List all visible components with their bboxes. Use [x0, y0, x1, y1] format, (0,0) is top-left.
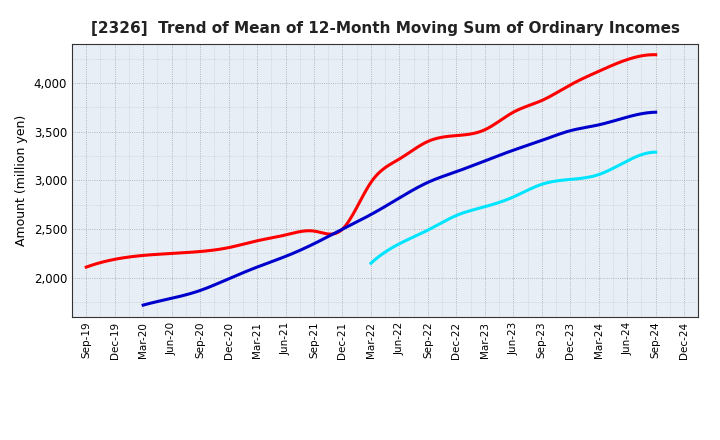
- 5 Years: [139, 302, 148, 308]
- 7 Years: [541, 181, 549, 186]
- Line: 5 Years: 5 Years: [143, 112, 656, 305]
- 3 Years: [649, 52, 658, 57]
- 5 Years: [140, 302, 149, 307]
- 3 Years: [419, 141, 428, 147]
- 7 Years: [625, 158, 634, 163]
- 7 Years: [607, 167, 616, 172]
- 5 Years: [603, 120, 612, 125]
- 3 Years: [652, 52, 660, 57]
- 3 Years: [431, 136, 439, 142]
- 7 Years: [536, 182, 545, 187]
- 5 Years: [442, 172, 451, 178]
- Line: 3 Years: 3 Years: [86, 55, 656, 267]
- 5 Years: [571, 127, 580, 132]
- Title: [2326]  Trend of Mean of 12-Month Moving Sum of Ordinary Incomes: [2326] Trend of Mean of 12-Month Moving …: [91, 21, 680, 36]
- 5 Years: [444, 172, 453, 177]
- 3 Years: [84, 264, 92, 269]
- 5 Years: [652, 110, 660, 115]
- 5 Years: [453, 169, 462, 174]
- Y-axis label: Amount (million yen): Amount (million yen): [15, 115, 28, 246]
- 3 Years: [598, 67, 607, 72]
- Line: 7 Years: 7 Years: [371, 152, 656, 263]
- 7 Years: [366, 260, 375, 266]
- 3 Years: [421, 140, 430, 145]
- 7 Years: [535, 183, 544, 188]
- 7 Years: [652, 150, 660, 155]
- 7 Years: [368, 260, 377, 265]
- 3 Years: [562, 84, 570, 90]
- 3 Years: [82, 264, 91, 270]
